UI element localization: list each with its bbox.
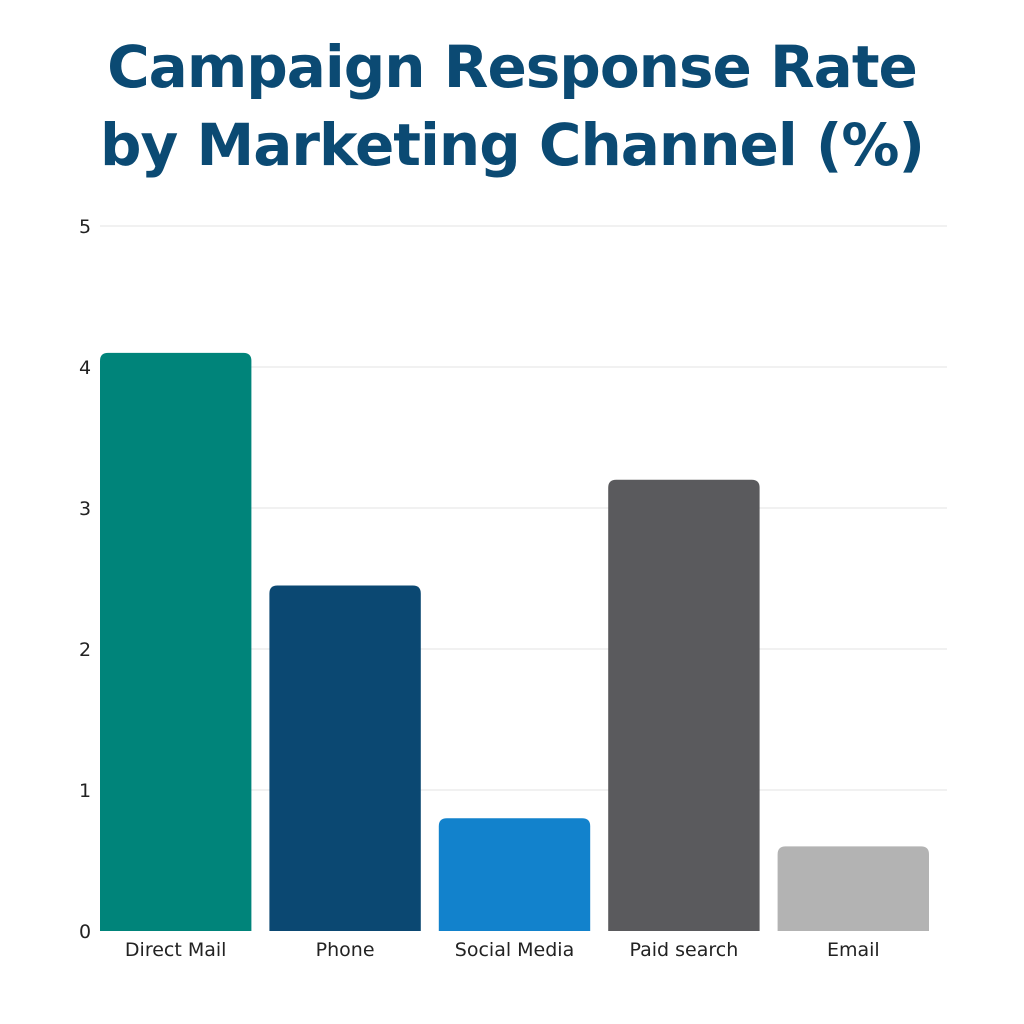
bar-paid-search — [608, 479, 760, 931]
chart-title-line-2: by Marketing Channel (%) — [99, 111, 925, 179]
y-axis: 0 1 2 3 4 5 — [79, 216, 91, 943]
bar-social-media — [438, 818, 591, 931]
bar-email — [777, 846, 929, 931]
bar-direct-mail — [100, 352, 252, 931]
y-tick-label: 4 — [79, 357, 91, 379]
bars — [100, 352, 929, 931]
x-tick-label: Email — [827, 939, 880, 961]
chart-title: Campaign Response Rate by Marketing Chan… — [0, 28, 1024, 184]
x-tick-label: Social Media — [455, 939, 574, 961]
bar-phone — [269, 585, 421, 931]
y-tick-label: 5 — [79, 216, 91, 238]
x-tick-label: Paid search — [630, 939, 739, 961]
y-tick-label: 3 — [79, 498, 91, 520]
x-tick-label: Phone — [316, 939, 375, 961]
y-tick-label: 1 — [79, 780, 91, 802]
x-axis: Direct Mail Phone Social Media Paid search E… — [125, 939, 880, 961]
chart-title-line-1: Campaign Response Rate — [107, 33, 918, 101]
y-tick-label: 2 — [79, 639, 91, 661]
x-tick-label: Direct Mail — [125, 939, 227, 961]
y-tick-label: 0 — [79, 921, 91, 943]
